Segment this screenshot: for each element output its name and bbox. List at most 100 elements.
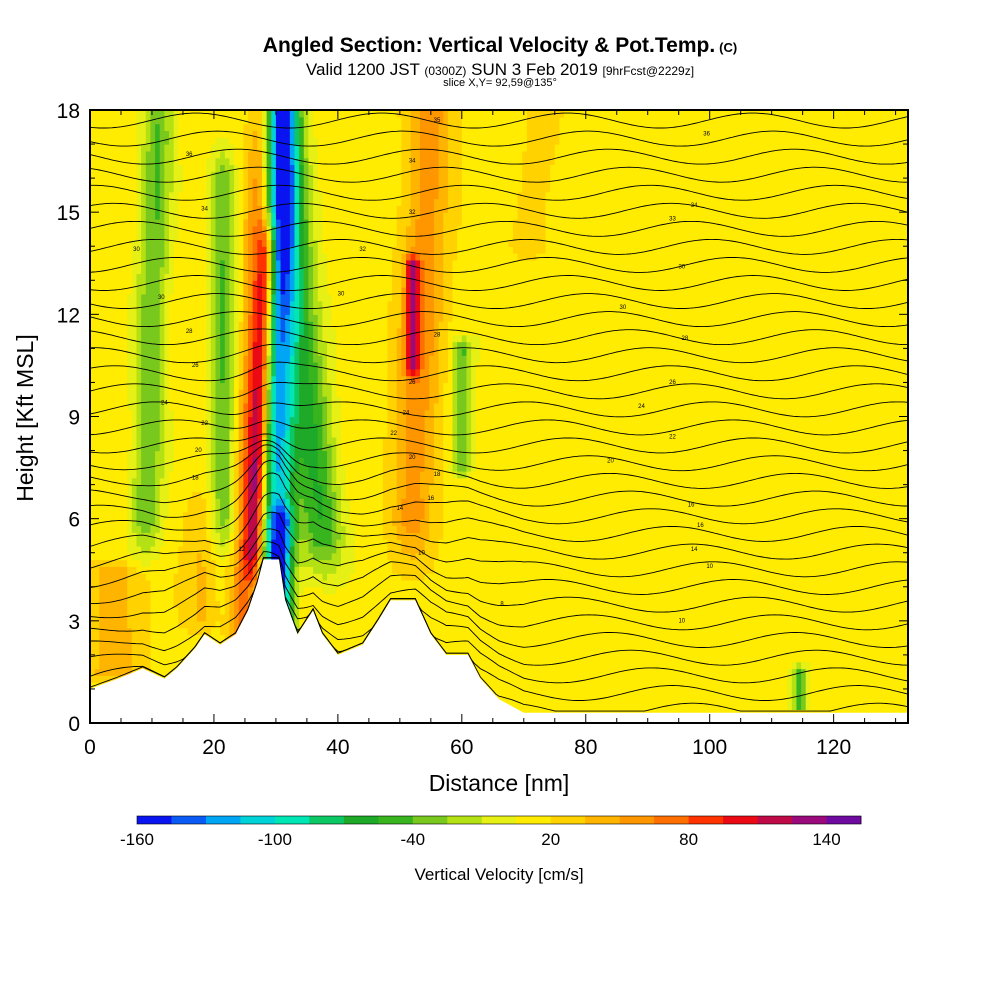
velocity-cell <box>192 552 198 561</box>
velocity-cell <box>266 184 272 193</box>
velocity-cell <box>113 259 119 268</box>
velocity-cell <box>210 273 217 281</box>
velocity-cell <box>164 423 170 431</box>
velocity-cell <box>182 232 189 241</box>
velocity-cell <box>252 402 258 411</box>
velocity-cell <box>103 171 110 179</box>
velocity-cell <box>127 409 133 418</box>
velocity-cell <box>127 273 133 281</box>
velocity-cell <box>113 627 119 636</box>
velocity-cell <box>261 375 268 384</box>
velocity-cell <box>90 198 96 206</box>
velocity-cell <box>187 430 193 438</box>
velocity-cell <box>224 402 231 411</box>
velocity-cell <box>201 484 207 493</box>
velocity-cell <box>331 164 337 172</box>
velocity-cell <box>187 389 193 397</box>
velocity-cell <box>331 280 337 288</box>
velocity-cell <box>182 600 189 608</box>
velocity-cell <box>90 614 96 622</box>
velocity-cell <box>261 362 268 370</box>
velocity-cell <box>248 225 254 234</box>
velocity-cell <box>164 382 170 390</box>
velocity-cell <box>313 368 319 377</box>
velocity-cell <box>331 273 337 281</box>
velocity-cell <box>206 593 212 601</box>
velocity-cell <box>327 178 333 186</box>
velocity-cell <box>131 484 138 493</box>
velocity-cell <box>294 470 300 479</box>
velocity-cell <box>210 573 217 581</box>
velocity-cell <box>103 593 110 601</box>
velocity-cell <box>117 532 124 540</box>
velocity-cell <box>90 416 96 424</box>
velocity-cell <box>308 600 314 608</box>
velocity-cell <box>299 505 305 513</box>
velocity-cell <box>94 225 100 234</box>
velocity-cell <box>206 314 212 322</box>
velocity-cell <box>131 205 138 213</box>
velocity-cell <box>145 416 152 424</box>
velocity-cell <box>155 157 161 166</box>
velocity-cell <box>317 123 323 132</box>
velocity-cell <box>238 362 244 370</box>
velocity-cell <box>308 164 314 172</box>
velocity-cell <box>169 620 175 629</box>
velocity-cell <box>187 287 193 295</box>
velocity-cell <box>252 218 258 227</box>
velocity-cell <box>182 484 189 493</box>
velocity-cell <box>99 157 105 166</box>
velocity-cell <box>145 239 152 247</box>
velocity-cell <box>224 321 231 329</box>
velocity-cell <box>196 539 203 547</box>
velocity-cell <box>108 198 114 206</box>
velocity-cell <box>294 518 300 527</box>
velocity-cell <box>192 198 198 206</box>
velocity-cell <box>238 416 244 424</box>
velocity-cell <box>308 539 314 547</box>
velocity-cell <box>285 123 291 132</box>
velocity-cell <box>182 586 189 595</box>
velocity-cell <box>238 457 244 465</box>
velocity-cell <box>103 280 110 288</box>
velocity-cell <box>108 314 114 322</box>
velocity-cell <box>99 675 105 683</box>
velocity-cell <box>210 307 217 315</box>
velocity-cell <box>169 573 175 581</box>
velocity-cell <box>122 225 128 234</box>
velocity-cell <box>210 205 217 213</box>
velocity-cell <box>155 389 161 397</box>
velocity-cell <box>127 539 133 547</box>
velocity-cell <box>187 307 193 315</box>
velocity-cell <box>127 389 133 397</box>
velocity-cell <box>238 184 244 193</box>
velocity-cell <box>340 464 347 472</box>
velocity-cell <box>294 246 300 254</box>
velocity-cell <box>299 293 305 302</box>
velocity-cell <box>127 634 133 642</box>
velocity-cell <box>169 293 175 302</box>
velocity-cell <box>192 614 198 622</box>
velocity-cell <box>303 539 310 547</box>
velocity-cell <box>136 368 142 377</box>
velocity-cell <box>99 368 105 377</box>
velocity-cell <box>234 416 240 424</box>
velocity-cell <box>173 470 179 479</box>
velocity-cell <box>220 593 226 601</box>
velocity-cell <box>136 484 142 493</box>
velocity-cell <box>192 205 198 213</box>
velocity-cell <box>243 559 249 567</box>
velocity-cell <box>336 614 342 622</box>
velocity-cell <box>127 511 133 520</box>
velocity-cell <box>103 225 110 234</box>
velocity-cell <box>178 314 184 322</box>
velocity-cell <box>131 464 138 472</box>
velocity-cell <box>271 532 277 540</box>
velocity-cell <box>169 218 175 227</box>
velocity-cell <box>224 566 231 574</box>
velocity-cell <box>117 225 124 234</box>
velocity-cell <box>243 593 249 601</box>
velocity-cell <box>173 123 179 132</box>
velocity-cell <box>331 573 337 581</box>
velocity-cell <box>322 287 328 295</box>
